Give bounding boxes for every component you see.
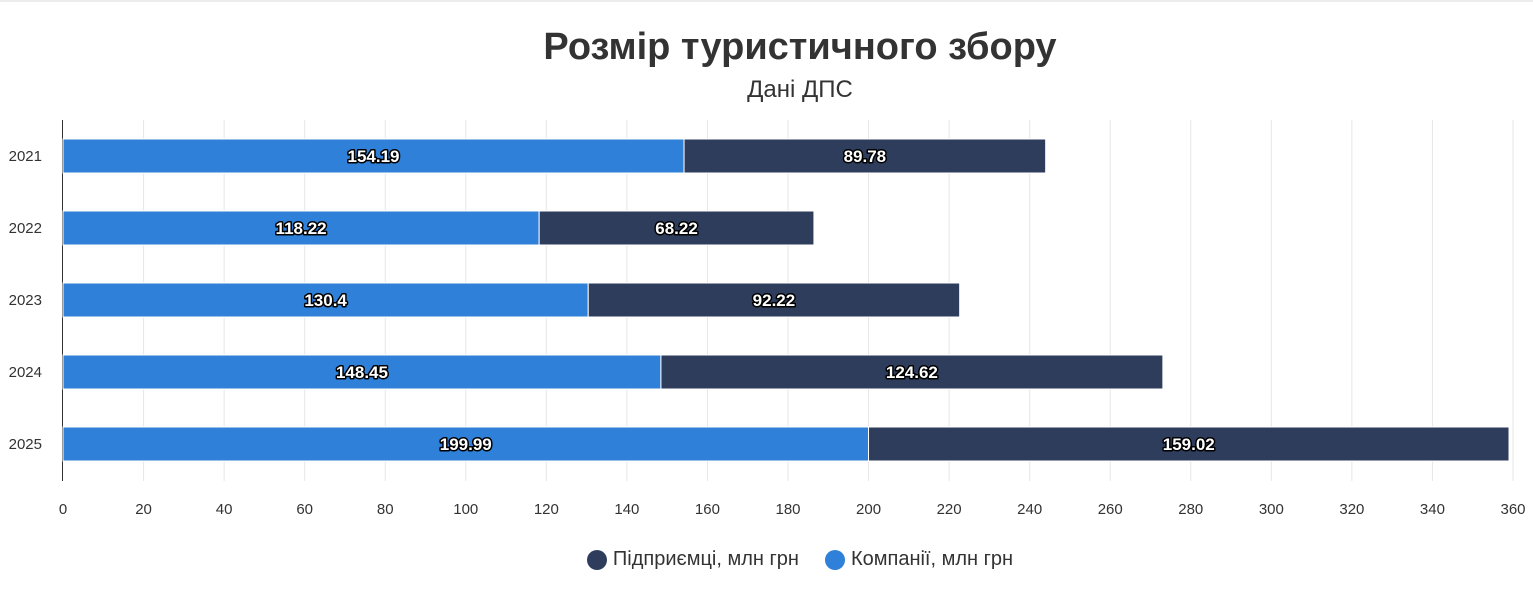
- data-label: 159.02: [1163, 435, 1215, 454]
- x-tick-label: 280: [1178, 501, 1203, 518]
- data-label: 118.22: [276, 219, 327, 238]
- data-label: 199.99: [440, 435, 492, 454]
- x-tick-label: 20: [135, 501, 152, 518]
- bar-entrepreneurs: [683, 138, 1047, 174]
- x-tick-label: 0: [59, 501, 67, 518]
- bar-entrepreneurs: [538, 210, 815, 246]
- bar-entrepreneurs: [660, 354, 1164, 390]
- x-tick-label: 200: [856, 501, 881, 518]
- chart-subtitle: Дані ДПС: [747, 76, 853, 103]
- x-tick-label: 140: [614, 501, 639, 518]
- bar-entrepreneurs: [587, 282, 961, 318]
- x-tick-label: 60: [296, 501, 313, 518]
- x-tick-label: 320: [1339, 501, 1364, 518]
- top-border: [0, 0, 1533, 2]
- x-tick-label: 100: [453, 501, 478, 518]
- legend-label-entrepreneurs: Підприємці, млн грн: [612, 548, 799, 570]
- legend-item-companies[interactable]: Компанії, млн грн: [824, 548, 1014, 571]
- x-tick-label: 180: [775, 501, 800, 518]
- x-tick-label: 80: [377, 501, 394, 518]
- data-label: 148.45: [336, 363, 388, 382]
- legend-marker-companies: [824, 549, 845, 570]
- x-tick-label: 40: [216, 501, 233, 518]
- legend-marker-entrepreneurs: [586, 549, 607, 570]
- x-tick-label: 260: [1098, 501, 1123, 518]
- data-label: 124.62: [886, 363, 938, 382]
- data-label: 130.4: [304, 291, 347, 310]
- data-label: 92.22: [753, 291, 796, 310]
- x-tick-label: 160: [695, 501, 720, 518]
- chart-legend: Підприємці, млн грн Компанії, млн грн: [0, 548, 1533, 571]
- data-label: 89.78: [844, 147, 887, 166]
- x-tick-label: 360: [1500, 501, 1525, 518]
- y-tick-label: 2023: [9, 292, 42, 309]
- x-tick-label: 340: [1420, 501, 1445, 518]
- x-tick-label: 240: [1017, 501, 1042, 518]
- x-tick-label: 300: [1259, 501, 1284, 518]
- bar-companies: [62, 426, 870, 462]
- x-tick-label: 120: [534, 501, 559, 518]
- chart-title: Розмір туристичного збору: [543, 26, 1057, 68]
- legend-item-entrepreneurs[interactable]: Підприємці, млн грн: [586, 548, 799, 571]
- y-tick-label: 2022: [9, 220, 42, 237]
- bar-entrepreneurs: [868, 426, 1510, 462]
- bar-companies: [62, 354, 662, 390]
- x-tick-label: 220: [937, 501, 962, 518]
- bar-companies: [62, 282, 589, 318]
- y-tick-label: 2021: [9, 148, 42, 165]
- data-label: 68.22: [655, 219, 698, 238]
- data-label: 154.19: [348, 147, 400, 166]
- y-tick-label: 2025: [9, 436, 42, 453]
- y-tick-label: 2024: [9, 364, 42, 381]
- bar-companies: [62, 210, 540, 246]
- legend-label-companies: Компанії, млн грн: [850, 548, 1014, 570]
